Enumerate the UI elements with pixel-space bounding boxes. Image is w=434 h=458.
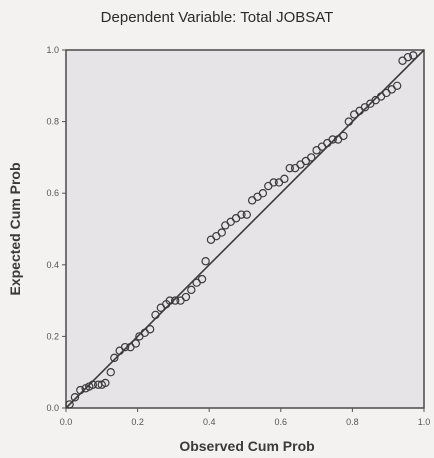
x-tick-label: 1.0	[418, 417, 431, 427]
x-tick-label: 0.0	[60, 417, 73, 427]
data-point	[258, 188, 268, 198]
x-tick-label: 0.2	[131, 417, 144, 427]
data-point	[269, 178, 278, 187]
y-tick-label: 0.4	[46, 260, 59, 270]
data-point	[187, 285, 196, 295]
data-point	[392, 81, 402, 91]
x-axis-label: Observed Cum Prob	[179, 438, 315, 454]
x-tick-label: 0.6	[275, 417, 288, 427]
data-point	[145, 325, 155, 334]
data-point	[242, 210, 251, 219]
data-points	[65, 51, 418, 409]
data-point	[110, 353, 119, 363]
data-point	[76, 385, 85, 395]
data-point	[344, 117, 354, 126]
data-point	[170, 296, 180, 305]
data-point	[237, 210, 246, 219]
data-point	[339, 131, 348, 141]
data-point	[409, 51, 418, 60]
data-point	[328, 135, 337, 144]
data-point	[181, 292, 191, 302]
y-tick-label: 0.2	[46, 331, 59, 341]
data-point	[280, 174, 289, 184]
data-point	[106, 368, 115, 377]
reference-line	[65, 49, 425, 409]
data-point	[217, 228, 226, 237]
data-point	[131, 339, 141, 348]
reference-line-group	[65, 49, 425, 409]
chart-title: Dependent Variable: Total JOBSAT	[100, 9, 334, 26]
data-point	[403, 52, 413, 62]
data-point	[88, 380, 98, 389]
y-axis-label: Expected Cum Prob	[7, 162, 23, 296]
data-point	[285, 163, 294, 173]
y-tick-label: 0.8	[46, 117, 59, 127]
y-tick-label: 0.6	[46, 188, 59, 198]
data-point	[120, 342, 130, 352]
data-point	[197, 274, 207, 284]
data-point	[101, 378, 110, 388]
x-tick-label: 0.8	[346, 417, 359, 427]
data-point	[70, 393, 80, 402]
data-point	[165, 296, 175, 305]
data-point	[65, 400, 74, 409]
y-tick-label: 1.0	[46, 45, 59, 55]
y-tick-label: 0.0	[46, 403, 59, 413]
data-point	[151, 310, 160, 320]
x-tick-label: 0.4	[203, 417, 216, 427]
data-point	[201, 257, 210, 266]
data-point	[307, 153, 316, 162]
axis-ticks: 0.0 0.2 0.4 0.6 0.8 1.0 0.0 0.2 0.4 0.6 0.8 1.0	[46, 45, 430, 427]
